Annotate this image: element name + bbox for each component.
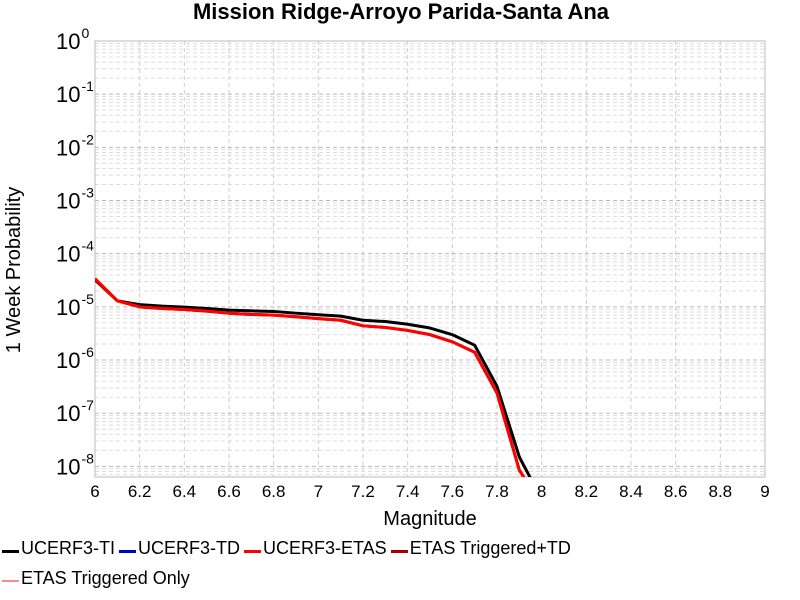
legend-item: UCERF3-TI: [2, 538, 115, 559]
series-line-ucerf3-etas: [95, 277, 526, 477]
legend-item: ETAS Triggered Only: [2, 568, 190, 589]
legend-label: ETAS Triggered Only: [21, 568, 190, 588]
legend-row: ETAS Triggered Only: [2, 568, 194, 589]
x-axis-ticks: 6 6.2 6.4 6.6 6.8 7 7.2 7.4 7.6 7.8 8 8.2 8.4 8.6 8.8 9: [90, 482, 769, 501]
y-tick-label: 10-4: [56, 238, 94, 267]
legend-item: UCERF3-ETAS: [244, 538, 387, 559]
legend-swatch-ucerf3-ti: [2, 549, 19, 553]
chart-title: Mission Ridge-Arroyo Parida-Santa Ana: [193, 0, 610, 24]
x-tick-label: 6.8: [262, 482, 286, 501]
plot-area: [94, 40, 766, 478]
x-tick-label: 7.8: [485, 482, 509, 501]
x-tick-label: 6.6: [217, 482, 241, 501]
legend-label: UCERF3-ETAS: [263, 538, 387, 558]
legend-item: UCERF3-TD: [119, 538, 240, 559]
y-tick-label: 10-7: [56, 397, 94, 426]
x-tick-label: 8: [537, 482, 546, 501]
y-tick-label: 100: [56, 25, 89, 54]
grid: [94, 40, 766, 477]
x-tick-label: 7.4: [396, 482, 420, 501]
y-axis-ticks: 100 10-1 10-2 10-3 10-4 10-5 10-6 10-7 10-8: [56, 25, 94, 479]
y-axis-label: 1 Week Probability: [3, 187, 25, 353]
legend-row: UCERF3-TI UCERF3-TD UCERF3-ETAS ETAS Tri…: [2, 538, 575, 559]
x-tick-label: 7.6: [441, 482, 465, 501]
x-tick-label: 6.2: [128, 482, 152, 501]
legend-label: UCERF3-TD: [138, 538, 240, 558]
y-tick-label: 10-3: [56, 185, 94, 214]
series-line-ucerf3-ti: [95, 278, 532, 477]
x-tick-label: 7: [314, 482, 323, 501]
legend-swatch-etas-triggered-only: [2, 580, 19, 582]
legend-label: ETAS Triggered+TD: [409, 538, 571, 558]
x-tick-label: 8.4: [619, 482, 643, 501]
x-axis-label: Magnitude: [383, 508, 476, 530]
y-tick-label: 10-1: [56, 78, 94, 107]
legend-swatch-ucerf3-etas: [244, 549, 261, 553]
legend-label: UCERF3-TI: [21, 538, 115, 558]
series-line-etas-triggered-td: [95, 278, 526, 477]
y-tick-label: 10-8: [56, 450, 94, 479]
x-tick-label: 9: [760, 482, 769, 501]
y-tick-label: 10-2: [56, 131, 94, 160]
x-tick-label: 8.2: [575, 482, 599, 501]
x-tick-label: 6: [90, 482, 99, 501]
series-layer: [95, 277, 532, 477]
x-tick-label: 7.2: [351, 482, 375, 501]
x-tick-label: 6.4: [173, 482, 197, 501]
y-tick-label: 10-6: [56, 344, 94, 373]
x-tick-label: 8.8: [709, 482, 733, 501]
legend-swatch-ucerf3-td: [119, 549, 136, 553]
x-tick-label: 8.6: [664, 482, 688, 501]
legend-swatch-etas-triggered-td: [390, 549, 408, 553]
legend-item: ETAS Triggered+TD: [390, 538, 571, 559]
y-tick-label: 10-5: [56, 291, 94, 320]
legend: UCERF3-TI UCERF3-TD UCERF3-ETAS ETAS Tri…: [0, 536, 800, 600]
